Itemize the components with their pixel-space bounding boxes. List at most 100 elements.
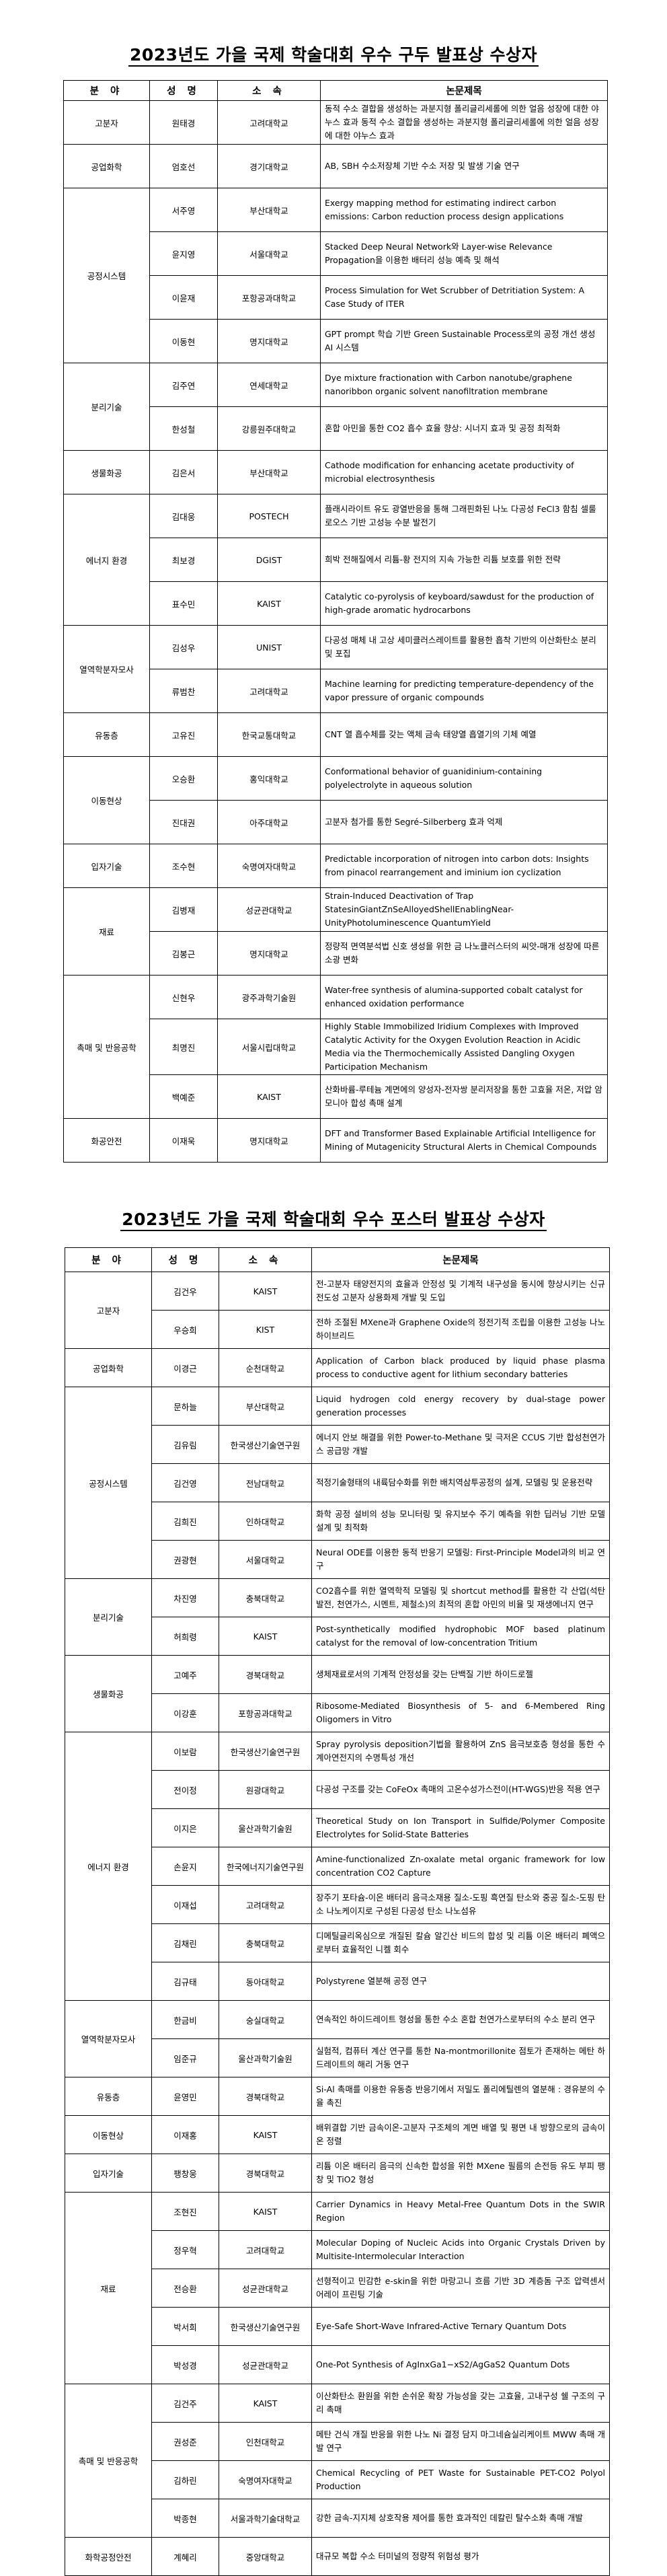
affiliation-cell: 서울대학교 xyxy=(219,1540,312,1579)
affiliation-cell: 한국생산기술연구원 xyxy=(219,2307,312,2346)
header-paper-title: 논문제목 xyxy=(311,1247,610,1272)
affiliation-cell: 경북대학교 xyxy=(219,2077,312,2116)
paper-title-cell: Liquid hydrogen cold energy recovery by … xyxy=(311,1387,610,1426)
name-cell: 김은서 xyxy=(149,450,218,494)
table-row: 이윤재 포항공과대학교 Process Simulation for Wet Scr… xyxy=(64,275,608,320)
paper-title-cell: Predictable incorporation of nitrogen in… xyxy=(320,844,608,888)
field-cell: 고분자 xyxy=(65,1272,152,1349)
table-row: 고분자 원태경 고려대학교 동적 수소 결합을 생성하는 과분지형 폴리글리세롤에 의… xyxy=(63,100,608,145)
affiliation-cell: 울산과학기술원 xyxy=(219,2038,312,2077)
paper-title-cell: DFT and Transformer Based Explainable Ar… xyxy=(320,1118,608,1163)
paper-title-cell: 고분자 첨가를 통한 Segré–Silberberg 효과 억제 xyxy=(320,800,608,844)
table-row: 류범찬 고려대학교 Machine learning for predicting … xyxy=(64,669,608,713)
affiliation-cell: 전남대학교 xyxy=(219,1463,312,1502)
affiliation-cell: 고려대학교 xyxy=(217,669,321,713)
affiliation-cell: 포항공과대학교 xyxy=(219,1693,312,1732)
name-cell: 최명진 xyxy=(149,1019,218,1075)
field-cell: 입자기술 xyxy=(63,844,150,888)
paper-title-cell: Post-synthetically modified hydrophobic … xyxy=(311,1617,610,1656)
paper-title-cell: Machine learning for predicting temperat… xyxy=(320,669,608,713)
paper-title-cell: Chemical Recycling of PET Waste for Sust… xyxy=(311,2460,610,2499)
affiliation-cell: 고려대학교 xyxy=(219,1885,312,1924)
affiliation-cell: 포항공과대학교 xyxy=(217,275,321,320)
paper-title-cell: Ribosome-Mediated Biosynthesis of 5- and… xyxy=(311,1693,610,1732)
affiliation-cell: KIST xyxy=(219,1310,312,1349)
affiliation-cell: 아주대학교 xyxy=(217,800,321,844)
table-row: 손윤지 한국에너지기술연구원 Amine-functionalized Zn-oxa… xyxy=(65,1847,610,1886)
table-row: 분리기술 차진영 충북대학교 CO2흡수를 위한 열역학적 모델링 및 shortcu… xyxy=(65,1578,610,1656)
table-row: 표수민 KAIST Catalytic co-pyrolysis of keyboa… xyxy=(64,581,608,626)
affiliation-cell: 경기대학교 xyxy=(217,144,321,188)
table-row: 공업화학 이경근 순천대학교 Application of Carbon black … xyxy=(65,1348,610,1387)
affiliation-cell: KAIST xyxy=(219,2192,312,2231)
affiliation-cell: 중앙대학교 xyxy=(219,2537,312,2576)
table-row: 생물화공 김은서 부산대학교 Cathode modification for enh… xyxy=(63,450,608,494)
name-cell: 계혜리 xyxy=(151,2537,219,2576)
paper-title-cell: 강한 금속-지지체 상호작용 제어를 통한 효과적인 데칼린 탈수소화 촉매 개… xyxy=(311,2499,610,2538)
paper-title-cell: CNT 열 흡수체를 갖는 액체 금속 태양열 흡열기의 기체 예열 xyxy=(320,712,608,757)
table-row: 박종현 서울과학기술대학교 강한 금속-지지체 상호작용 제어를 통한 효과적인 데… xyxy=(65,2499,610,2538)
affiliation-cell: 성균관대학교 xyxy=(217,887,321,932)
name-cell: 이보람 xyxy=(151,1732,219,1771)
affiliation-cell: 숙명여자대학교 xyxy=(217,844,321,888)
paper-title-cell: Neural ODE를 이용한 동적 반응기 모델링: First-Princi… xyxy=(311,1540,610,1579)
affiliation-cell: 한국에너지기술연구원 xyxy=(219,1847,312,1886)
field-cell: 유동층 xyxy=(63,712,150,757)
name-cell: 김규태 xyxy=(151,1962,219,2001)
name-cell: 김희진 xyxy=(151,1502,219,1541)
table-row: 이지은 울산과학기술원 Theoretical Study on Ion Trans… xyxy=(65,1808,610,1847)
table-row: 전승환 성균관대학교 선형적이고 민감한 e-skin을 위한 마랑고니 흐름 기반… xyxy=(65,2269,610,2308)
paper-title-cell: 선형적이고 민감한 e-skin을 위한 마랑고니 흐름 기반 3D 계층돔 구… xyxy=(311,2269,610,2308)
table-row: 진대권 아주대학교 고분자 첨가를 통한 Segré–Silberberg 효과 억… xyxy=(64,800,608,844)
field-cell: 공정시스템 xyxy=(63,188,150,363)
affiliation-cell: 숙명여자대학교 xyxy=(219,2460,312,2499)
field-cell: 에너지 환경 xyxy=(63,494,150,626)
affiliation-cell: 명지대학교 xyxy=(217,931,321,976)
paper-title-cell: Molecular Doping of Nucleic Acids into O… xyxy=(311,2230,610,2269)
affiliation-cell: KAIST xyxy=(217,581,321,626)
name-cell: 조수현 xyxy=(149,844,218,888)
affiliation-cell: POSTECH xyxy=(217,494,321,538)
name-cell: 이강훈 xyxy=(151,1693,219,1732)
header-field: 분 야 xyxy=(63,80,150,101)
paper-title-cell: Theoretical Study on Ion Transport in Su… xyxy=(311,1808,610,1847)
table-row: 권성준 인천대학교 메탄 건식 개질 반응을 위한 나노 Ni 결정 담지 마그네슘… xyxy=(65,2422,610,2461)
table-row: 입자기술 조수현 숙명여자대학교 Predictable incorporation … xyxy=(63,844,608,888)
table-row: 재료 김병재 성균관대학교 Strain-Induced Deactivation o… xyxy=(63,887,608,976)
name-cell: 신현우 xyxy=(149,975,218,1019)
field-cell: 생물화공 xyxy=(63,450,150,494)
affiliation-cell: KAIST xyxy=(219,2384,312,2423)
table-row: 이동현 명지대학교 GPT prompt 학습 기반 Green Sustainab… xyxy=(64,319,608,363)
header-paper-title: 논문제목 xyxy=(320,80,608,101)
paper-title-cell: 실험적, 컴퓨터 계산 연구를 통한 Na-montmorillonite 점토… xyxy=(311,2038,610,2077)
affiliation-cell: 부산대학교 xyxy=(217,188,321,232)
table-row: 허희령 KAIST Post-synthetically modified hydr… xyxy=(65,1617,610,1656)
paper-title-cell: 생체재료로서의 기계적 안정성을 갖는 단백질 기반 하이드로젤 xyxy=(311,1655,610,1694)
table-row: 이동현상 이재홍 KAIST 배위결합 기반 금속이온-고분자 구조체의 계면 배열 … xyxy=(65,2115,610,2154)
header-field: 분 야 xyxy=(65,1247,152,1272)
paper-title-cell: 리튬 이온 배터리 음극의 신속한 합성을 위한 MXene 필름의 손전등 유… xyxy=(311,2154,610,2193)
paper-title-cell: 전하 조절된 MXene과 Graphene Oxide의 정전기적 조립을 이… xyxy=(311,1310,610,1349)
name-cell: 윤영민 xyxy=(151,2077,219,2116)
name-cell: 김유림 xyxy=(151,1425,219,1464)
name-cell: 손윤지 xyxy=(151,1847,219,1886)
table-row: 분리기술 김주연 연세대학교 Dye mixture fractionation wi… xyxy=(63,363,608,451)
name-cell: 표수민 xyxy=(149,581,218,626)
field-cell: 열역학분자모사 xyxy=(65,2000,152,2077)
paper-title-cell: 메탄 건식 개질 반응을 위한 나노 Ni 결정 담지 마그네슘실리케이트 MW… xyxy=(311,2422,610,2461)
paper-title-cell: 정량적 면역분석법 신호 생성을 위한 금 나노클러스터의 씨앗-매개 성장에 … xyxy=(320,931,608,976)
name-cell: 김주연 xyxy=(149,363,218,407)
field-cell: 열역학분자모사 xyxy=(63,625,150,713)
name-cell: 김건주 xyxy=(151,2384,219,2423)
table-row: 공업화학 엄호선 경기대학교 AB, SBH 수소저장체 기반 수소 저장 및 발생 … xyxy=(63,144,608,188)
table-row: 화학공정안전 계혜리 중앙대학교 대규모 복합 수소 터미널의 정량적 위험성 평가 xyxy=(65,2537,610,2576)
name-cell: 윤지영 xyxy=(149,231,218,276)
name-cell: 이지은 xyxy=(151,1808,219,1847)
table-row: 공정시스템 문하늘 부산대학교 Liquid hydrogen cold energy… xyxy=(65,1387,610,1579)
paper-title-cell: 희박 전해질에서 리튬-황 전지의 지속 가능한 리튬 보호를 위한 전략 xyxy=(320,538,608,582)
name-cell: 이경근 xyxy=(151,1348,219,1387)
paper-title-cell: Dye mixture fractionation with Carbon na… xyxy=(320,363,608,407)
affiliation-cell: 서울시립대학교 xyxy=(217,1019,321,1075)
paper-title-cell: Strain-Induced Deactivation of Trap Stat… xyxy=(320,887,608,932)
name-cell: 김봉근 xyxy=(149,931,218,976)
